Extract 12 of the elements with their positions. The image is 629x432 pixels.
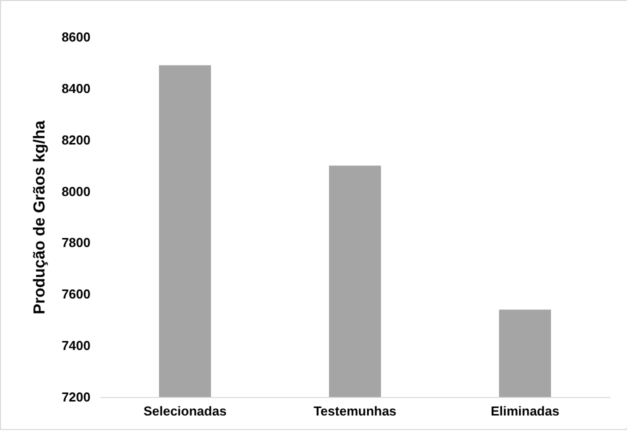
x-tick-label: Selecionadas	[143, 404, 227, 418]
y-tick-label: 7800	[62, 235, 90, 250]
y-tick-label: 8400	[62, 80, 90, 96]
y-tick-label: 7200	[62, 390, 90, 404]
x-tick-label: Testemunhas	[314, 404, 396, 418]
x-tick-label: Eliminadas	[490, 404, 560, 418]
y-tick-label: 7600	[62, 286, 90, 302]
y-tick-label: 8600	[62, 30, 90, 44]
y-axis-title: Produção de Grãos kg/ha	[32, 120, 49, 314]
y-tick-label: 7400	[62, 338, 90, 354]
y-tick-label: 8200	[62, 132, 90, 148]
y-tick-label: 8000	[62, 184, 90, 199]
